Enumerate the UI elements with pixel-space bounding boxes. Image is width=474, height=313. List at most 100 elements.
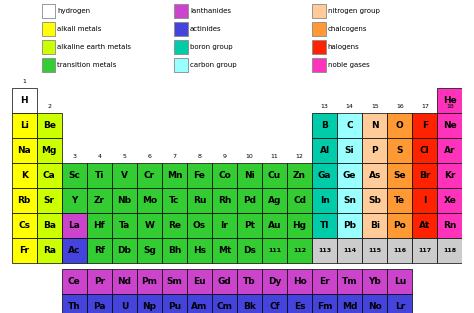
Bar <box>137 294 162 313</box>
Text: Zr: Zr <box>94 196 105 205</box>
Text: Dy: Dy <box>268 277 281 286</box>
Text: 17: 17 <box>421 104 429 109</box>
Text: noble gases: noble gases <box>328 62 369 68</box>
Bar <box>174 40 188 54</box>
Text: Fe: Fe <box>193 171 205 180</box>
Text: Lu: Lu <box>393 277 406 286</box>
Bar <box>387 238 412 263</box>
Bar <box>62 269 87 294</box>
Text: 13: 13 <box>321 104 328 109</box>
Text: U: U <box>120 302 128 311</box>
Text: Ru: Ru <box>193 196 206 205</box>
Bar <box>87 294 112 313</box>
Text: Cs: Cs <box>18 221 30 230</box>
Text: Es: Es <box>294 302 305 311</box>
Bar <box>62 188 87 213</box>
Text: Ce: Ce <box>68 277 81 286</box>
Text: N: N <box>371 121 379 130</box>
Bar <box>438 88 462 113</box>
Text: Pr: Pr <box>94 277 105 286</box>
Text: K: K <box>21 171 27 180</box>
Text: 5: 5 <box>122 154 126 159</box>
Text: Tc: Tc <box>169 196 180 205</box>
Text: Rh: Rh <box>218 196 231 205</box>
Text: Am: Am <box>191 302 208 311</box>
Text: Nd: Nd <box>118 277 131 286</box>
Bar <box>337 294 362 313</box>
Bar <box>237 269 262 294</box>
Bar <box>262 294 287 313</box>
Bar <box>387 269 412 294</box>
Text: Ge: Ge <box>343 171 356 180</box>
Text: La: La <box>68 221 80 230</box>
Text: As: As <box>368 171 381 180</box>
Text: Rf: Rf <box>94 246 105 255</box>
Bar <box>387 138 412 163</box>
Bar <box>137 269 162 294</box>
Text: Cm: Cm <box>217 302 232 311</box>
Bar <box>312 163 337 188</box>
Text: Hf: Hf <box>93 221 105 230</box>
Bar <box>162 188 187 213</box>
Text: Hg: Hg <box>292 221 307 230</box>
Text: Na: Na <box>17 146 31 155</box>
Bar <box>187 163 212 188</box>
Bar <box>212 188 237 213</box>
Text: Cd: Cd <box>293 196 306 205</box>
Bar <box>137 238 162 263</box>
Bar <box>237 238 262 263</box>
Text: P: P <box>372 146 378 155</box>
Text: chalcogens: chalcogens <box>328 26 367 32</box>
Bar <box>337 188 362 213</box>
Bar <box>62 238 87 263</box>
Text: Eu: Eu <box>193 277 206 286</box>
Text: Os: Os <box>193 221 206 230</box>
Bar <box>337 213 362 238</box>
Bar <box>36 113 62 138</box>
Bar <box>212 294 237 313</box>
Text: No: No <box>368 302 382 311</box>
Bar <box>112 294 137 313</box>
Text: Br: Br <box>419 171 430 180</box>
Text: Yb: Yb <box>368 277 381 286</box>
Bar <box>337 163 362 188</box>
Bar <box>42 4 55 18</box>
Bar <box>212 269 237 294</box>
Bar <box>62 294 87 313</box>
Text: Mn: Mn <box>167 171 182 180</box>
Text: Tl: Tl <box>320 221 329 230</box>
Text: Cu: Cu <box>268 171 281 180</box>
Text: Ti: Ti <box>95 171 104 180</box>
Bar <box>237 163 262 188</box>
Text: Co: Co <box>218 171 231 180</box>
Bar <box>287 269 312 294</box>
Text: Mt: Mt <box>218 246 231 255</box>
Text: Te: Te <box>394 196 405 205</box>
Text: Si: Si <box>345 146 355 155</box>
Bar <box>438 163 462 188</box>
Bar <box>412 213 438 238</box>
Bar <box>137 163 162 188</box>
Bar <box>187 188 212 213</box>
Bar <box>112 188 137 213</box>
Bar <box>337 138 362 163</box>
Text: Mg: Mg <box>42 146 57 155</box>
Text: Bk: Bk <box>243 302 256 311</box>
Bar <box>262 269 287 294</box>
Text: Cf: Cf <box>269 302 280 311</box>
Text: B: B <box>321 121 328 130</box>
Text: Ca: Ca <box>43 171 55 180</box>
Bar <box>287 188 312 213</box>
Bar <box>412 113 438 138</box>
Text: 113: 113 <box>318 248 331 253</box>
Text: Tm: Tm <box>342 277 357 286</box>
Bar <box>62 163 87 188</box>
Bar <box>112 213 137 238</box>
Text: Er: Er <box>319 277 330 286</box>
Text: Po: Po <box>393 221 406 230</box>
Bar <box>362 113 387 138</box>
Bar <box>312 40 326 54</box>
Bar <box>337 113 362 138</box>
Text: Xe: Xe <box>443 196 456 205</box>
Bar <box>12 113 36 138</box>
